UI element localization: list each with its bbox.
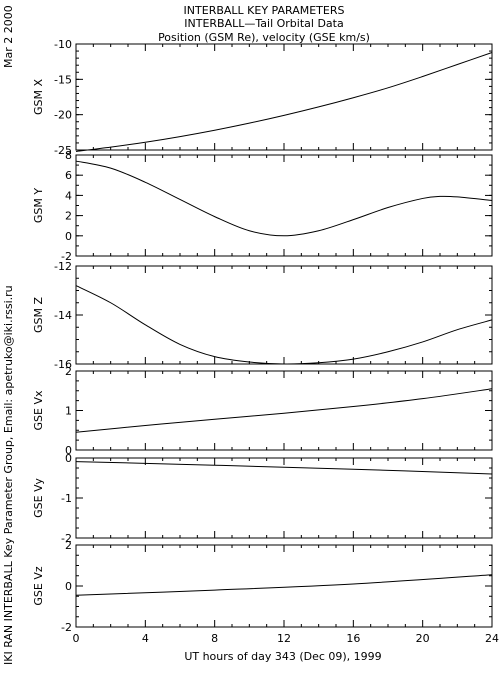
x-tick-label: 16 bbox=[346, 632, 360, 645]
y-tick-label: 2 bbox=[65, 539, 72, 552]
x-tick-label: 20 bbox=[416, 632, 430, 645]
y-tick-label: 6 bbox=[65, 169, 72, 182]
y-tick-label: -2 bbox=[61, 621, 72, 634]
panel-frame bbox=[75, 370, 493, 451]
y-tick-label: -25 bbox=[54, 144, 72, 157]
y-tick-label: 2 bbox=[65, 365, 72, 378]
y-axis-label: GSE Vz bbox=[32, 566, 45, 605]
panel-frame bbox=[75, 457, 493, 539]
series-line bbox=[75, 160, 493, 237]
y-tick-label: 0 bbox=[65, 452, 72, 465]
y-tick-label: 1 bbox=[65, 405, 72, 418]
y-tick-label: 0 bbox=[65, 230, 72, 243]
y-tick-label: -20 bbox=[54, 109, 72, 122]
y-tick-label: 4 bbox=[65, 189, 72, 202]
panel-gsm-y: 8 6 4 2 0 -2 GSM Y bbox=[32, 149, 493, 263]
chart-title-line2: INTERBALL—Tail Orbital Data bbox=[184, 17, 343, 30]
y-tick-label: 0 bbox=[65, 444, 72, 457]
x-axis-label: UT hours of day 343 (Dec 09), 1999 bbox=[184, 650, 381, 663]
y-axis-label: GSM Y bbox=[32, 188, 45, 223]
x-tick-label: 8 bbox=[211, 632, 218, 645]
y-tick-label: -14 bbox=[54, 309, 72, 322]
x-tick-label: 24 bbox=[485, 632, 499, 645]
series-line bbox=[75, 461, 493, 475]
y-tick-label: 2 bbox=[65, 210, 72, 223]
y-tick-label: 0 bbox=[65, 580, 72, 593]
y-axis-label: GSE Vy bbox=[32, 478, 45, 518]
series-line bbox=[75, 388, 493, 433]
credit-line: IKI RAN INTERBALL Key Parameter Group, E… bbox=[2, 285, 15, 665]
x-tick-label: 0 bbox=[73, 632, 80, 645]
series-line bbox=[75, 52, 493, 152]
x-tick-label: 12 bbox=[277, 632, 291, 645]
series-line bbox=[75, 285, 493, 365]
chart-title-line3: Position (GSM Re), velocity (GSE km/s) bbox=[158, 31, 370, 44]
x-tick-label: 4 bbox=[142, 632, 149, 645]
y-axis-label: GSE Vx bbox=[32, 390, 45, 430]
y-tick-label: -2 bbox=[61, 532, 72, 545]
y-axis-label: GSM X bbox=[32, 79, 45, 115]
panel-gse-vz: 2 0 -2 GSE Vz bbox=[32, 539, 493, 634]
y-tick-label: 8 bbox=[65, 149, 72, 162]
panel-frame bbox=[75, 265, 493, 365]
panel-gse-vx: 2 1 0 GSE Vx bbox=[32, 365, 493, 457]
y-tick-label: -1 bbox=[61, 492, 72, 505]
panel-frame bbox=[75, 43, 493, 151]
series-line bbox=[75, 574, 493, 596]
panel-gsm-z: -12 -14 -16 GSM Z bbox=[32, 260, 493, 371]
y-axis-label: GSM Z bbox=[32, 297, 45, 333]
panel-frame bbox=[75, 154, 493, 257]
y-tick-label: -15 bbox=[54, 73, 72, 86]
x-axis: 0 4 8 12 16 20 24 bbox=[73, 632, 500, 645]
chart-title-line1: INTERBALL KEY PARAMETERS bbox=[184, 4, 345, 17]
panel-gse-vy: 0 -1 -2 GSE Vy bbox=[32, 452, 493, 545]
y-tick-label: -12 bbox=[54, 260, 72, 273]
panel-frame bbox=[75, 544, 493, 628]
y-tick-label: -2 bbox=[61, 250, 72, 263]
panel-gsm-x: -10 -15 -20 -25 GSM X bbox=[32, 38, 493, 157]
date-stamp: Mar 2 2000 bbox=[2, 5, 15, 68]
y-tick-label: -10 bbox=[54, 38, 72, 51]
y-tick-label: -16 bbox=[54, 358, 72, 371]
